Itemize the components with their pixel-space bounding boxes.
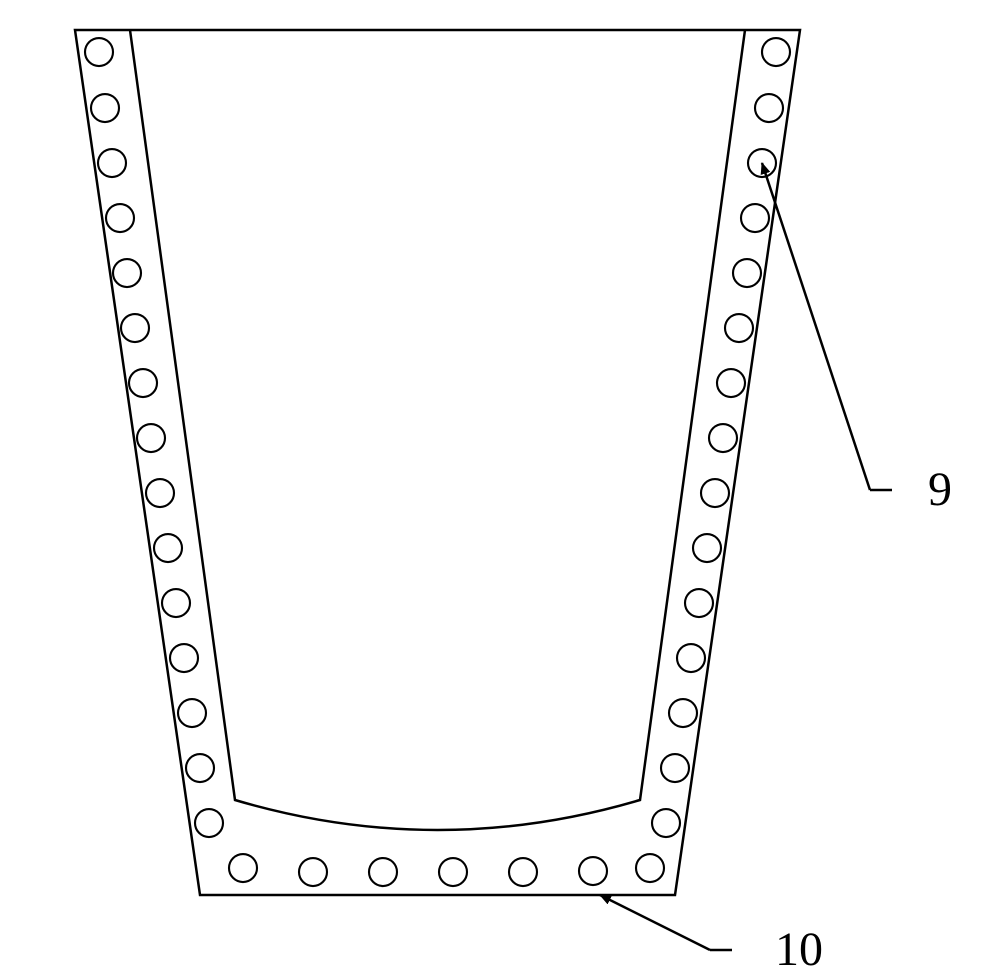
tube-circle [762,38,790,66]
tube-circle [195,809,223,837]
tube-circle [741,204,769,232]
tube-circle [636,854,664,882]
callout-label-10: 10 [775,923,823,976]
tube-circle [299,858,327,886]
tube-circle [106,204,134,232]
tube-circle [677,644,705,672]
vessel-outline [75,30,800,895]
tube-circle [98,149,126,177]
tube-circle [121,314,149,342]
tube-circle [709,424,737,452]
tube-circle [717,369,745,397]
inner-shell [130,30,745,830]
callout-label-9: 9 [928,463,952,516]
cross-section-diagram: 9 10 [0,0,1000,980]
tube-circle [701,479,729,507]
tube-circle [162,589,190,617]
tube-circle [755,94,783,122]
tube-circle [579,857,607,885]
tube-circle [85,38,113,66]
tube-circle [129,369,157,397]
tube-circle [652,809,680,837]
embedded-tubes [85,38,790,886]
tube-circle [186,754,214,782]
tube-circle [113,259,141,287]
tube-circle [661,754,689,782]
tube-circle [669,699,697,727]
callout-leader-10 [600,895,710,950]
tube-circle [439,858,467,886]
tube-circle [693,534,721,562]
tube-circle [685,589,713,617]
tube-circle [170,644,198,672]
tube-circle [137,424,165,452]
tube-circle [369,858,397,886]
tube-circle [229,854,257,882]
tube-circle [178,699,206,727]
outer-shell [75,30,800,895]
tube-circle [509,858,537,886]
tube-circle [91,94,119,122]
callout-leader-9 [762,163,870,490]
tube-circle [733,259,761,287]
tube-circle [725,314,753,342]
tube-circle [146,479,174,507]
tube-circle [154,534,182,562]
